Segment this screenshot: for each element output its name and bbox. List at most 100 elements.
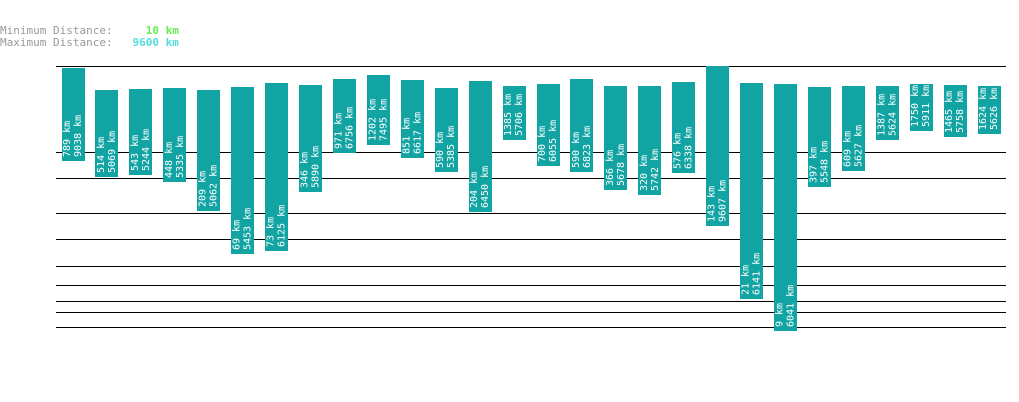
bar-high-label-26: 5758 km — [955, 91, 966, 133]
bar-group-25: 1750 km 5911 km — [910, 84, 933, 131]
bar-7 — [299, 85, 322, 192]
bar-group-7: 346 km 5890 km — [299, 85, 322, 192]
bar-high-label-22: 5548 km — [819, 141, 830, 183]
bar-low-label-4: 209 km — [198, 171, 209, 207]
bar-21 — [774, 84, 797, 331]
bar-high-label-2: 5244 km — [141, 129, 152, 171]
bar-high-label-11: 5385 km — [446, 126, 457, 168]
min-distance-label: Minimum Distance: — [0, 24, 113, 37]
bar-high-label-3: 5335 km — [175, 136, 186, 178]
bar-group-23: 609 km 5627 km — [842, 86, 865, 171]
bar-low-label-14: 700 km — [537, 126, 548, 162]
bar-2 — [129, 89, 152, 175]
bar-high-label-17: 5742 km — [650, 149, 661, 191]
bar-low-label-13: 1385 km — [503, 94, 514, 136]
bar-17 — [638, 86, 661, 195]
bar-group-11: 590 km 5385 km — [435, 88, 458, 172]
bar-3 — [163, 88, 186, 182]
bar-group-22: 397 km 5548 km — [808, 87, 831, 187]
bar-high-label-18: 6338 km — [684, 127, 695, 169]
bar-high-label-25: 5911 km — [921, 85, 932, 127]
bar-low-label-15: 590 km — [571, 132, 582, 168]
bar-12 — [469, 81, 492, 212]
bar-15 — [570, 79, 593, 172]
min-distance-value: 10 km — [145, 24, 179, 37]
bar-low-label-23: 609 km — [842, 131, 853, 167]
bar-group-8: 971 km 6756 km — [333, 79, 356, 153]
bar-group-20: 21 km 6141 km — [740, 83, 763, 299]
bar-13 — [503, 86, 526, 140]
bar-high-label-9: 7495 km — [378, 99, 389, 141]
bar-low-label-22: 397 km — [808, 147, 819, 183]
max-distance-label: Maximum Distance: — [0, 36, 113, 49]
bar-group-14: 700 km 6055 km — [537, 84, 560, 166]
bar-high-label-5: 5453 km — [243, 208, 254, 250]
bar-group-2: 543 km 5244 km — [129, 89, 152, 175]
max-distance-value: 9600 km — [132, 36, 179, 49]
bar-20 — [740, 83, 763, 299]
bar-group-21: 9 km 6041 km — [774, 84, 797, 331]
bar-high-label-24: 5624 km — [887, 94, 898, 136]
bar-high-label-20: 6141 km — [752, 253, 763, 295]
bar-low-label-10: 851 km — [401, 118, 412, 154]
bar-low-label-24: 1387 km — [876, 94, 887, 136]
bar-low-label-2: 543 km — [130, 135, 141, 171]
bar-low-label-8: 971 km — [333, 113, 344, 149]
bar-group-27: 1624 km 5626 km — [978, 86, 1001, 134]
bar-high-label-12: 6450 km — [480, 166, 491, 208]
bar-group-15: 590 km 6823 km — [570, 79, 593, 172]
bar-high-label-0: 9038 km — [73, 115, 84, 157]
bar-1 — [95, 90, 118, 177]
bar-group-24: 1387 km 5624 km — [876, 86, 899, 140]
bar-group-10: 851 km 6617 km — [401, 80, 424, 158]
bar-group-17: 320 km 5742 km — [638, 86, 661, 195]
bar-low-label-17: 320 km — [639, 155, 650, 191]
bar-9 — [367, 75, 390, 145]
bar-group-13: 1385 km 5706 km — [503, 86, 526, 140]
bar-high-label-27: 5626 km — [989, 88, 1000, 130]
bar-high-label-4: 5062 km — [209, 165, 220, 207]
bar-11 — [435, 88, 458, 172]
bar-low-label-21: 9 km — [775, 303, 786, 327]
bar-high-label-16: 5678 km — [616, 144, 627, 186]
bar-low-label-12: 204 km — [469, 172, 480, 208]
bar-23 — [842, 86, 865, 171]
bar-high-label-19: 9607 km — [718, 180, 729, 222]
bar-high-label-8: 6756 km — [344, 107, 355, 149]
bar-high-label-15: 6823 km — [582, 126, 593, 168]
bar-group-6: 73 km 6125 km — [265, 83, 288, 251]
bar-low-label-3: 448 km — [164, 142, 175, 178]
bar-high-label-1: 5069 km — [107, 131, 118, 173]
bar-group-9: 1202 km 7495 km — [367, 75, 390, 145]
bar-low-label-25: 1750 km — [910, 85, 921, 127]
bar-group-1: 514 km 5069 km — [95, 90, 118, 177]
bar-low-label-6: 73 km — [266, 217, 277, 247]
bar-8 — [333, 79, 356, 153]
bar-high-label-7: 5890 km — [311, 146, 322, 188]
bar-6 — [265, 83, 288, 251]
bar-4 — [197, 90, 220, 211]
min-distance-row: Minimum Distance: 10 km — [0, 25, 179, 37]
bar-0 — [62, 68, 85, 161]
bar-high-label-23: 5627 km — [853, 125, 864, 167]
bar-10 — [401, 80, 424, 158]
bar-high-label-14: 6055 km — [548, 120, 559, 162]
bar-25 — [910, 84, 933, 131]
max-distance-row: Maximum Distance: 9600 km — [0, 37, 179, 49]
bar-group-0: 789 km 9038 km — [62, 68, 85, 161]
bar-19 — [706, 66, 729, 226]
bar-high-label-6: 6125 km — [277, 205, 288, 247]
bar-high-label-13: 5706 km — [514, 94, 525, 136]
bar-high-label-21: 6041 km — [786, 285, 797, 327]
bar-5 — [231, 87, 254, 254]
bar-low-label-9: 1202 km — [367, 99, 378, 141]
bar-22 — [808, 87, 831, 187]
bar-low-label-7: 346 km — [300, 152, 311, 188]
bar-14 — [537, 84, 560, 166]
bar-low-label-1: 514 km — [96, 137, 107, 173]
bar-24 — [876, 86, 899, 140]
bar-group-26: 1465 km 5758 km — [944, 85, 967, 137]
bar-low-label-27: 1624 km — [978, 88, 989, 130]
bar-low-label-18: 576 km — [673, 133, 684, 169]
